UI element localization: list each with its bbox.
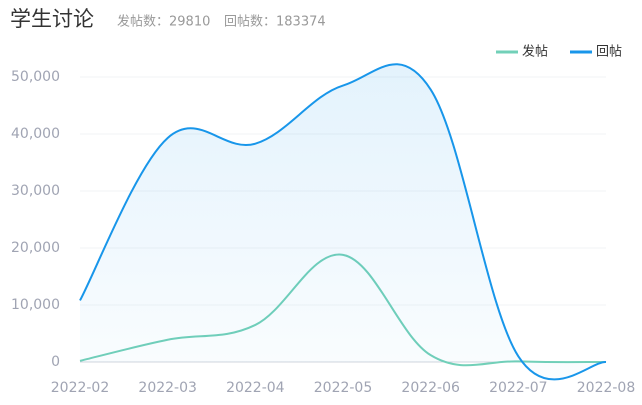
x-tick-label: 2022-03 xyxy=(138,380,197,396)
legend-label: 发帖 xyxy=(522,44,548,60)
x-tick-label: 2022-07 xyxy=(489,380,548,396)
x-tick-label: 2022-05 xyxy=(314,380,373,396)
line xyxy=(79,63,607,381)
y-tick-label: 40,000 xyxy=(11,126,60,142)
chart-title: 学生讨论 xyxy=(10,7,94,31)
x-tick-label: 2022-04 xyxy=(226,380,285,396)
x-tick-label: 2022-08 xyxy=(577,380,636,396)
y-tick-label: 50,000 xyxy=(11,69,60,85)
y-tick-label: 0 xyxy=(51,354,60,370)
x-tick-label: 2022-06 xyxy=(401,380,460,396)
subtitle: 回帖数：183374 xyxy=(224,15,326,30)
y-tick-label: 10,000 xyxy=(11,297,60,313)
area xyxy=(80,64,606,380)
subtitle: 发帖数：29810 xyxy=(117,14,210,30)
y-tick-label: 30,000 xyxy=(11,183,60,199)
legend-label: 回帖 xyxy=(596,45,622,60)
y-tick-label: 20,000 xyxy=(11,240,60,256)
x-tick-label: 2022-02 xyxy=(51,380,110,396)
